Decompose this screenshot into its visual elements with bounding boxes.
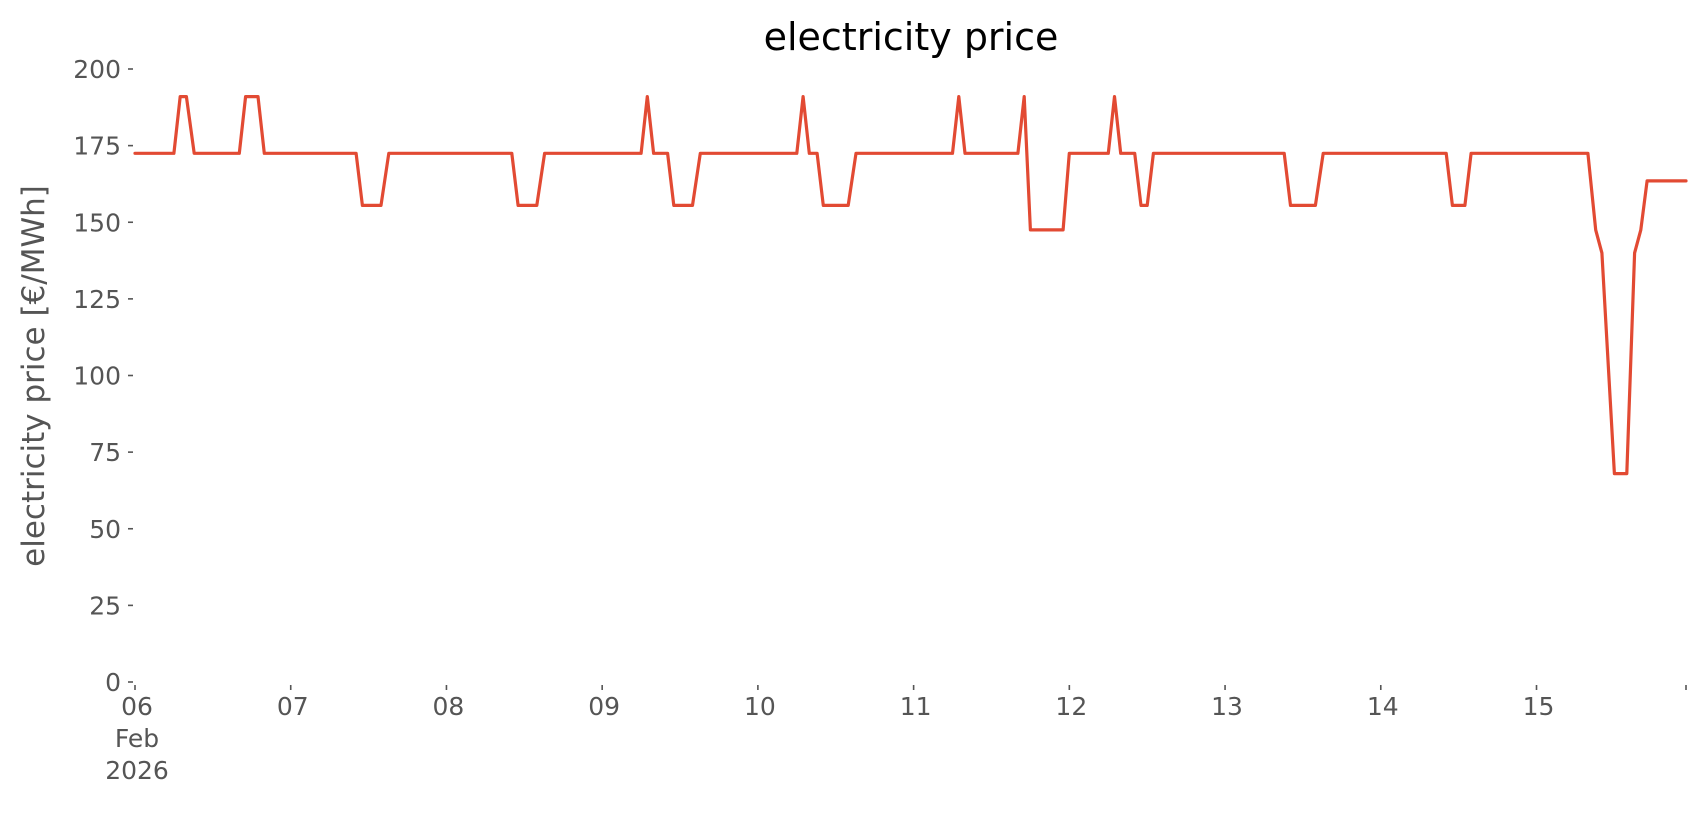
x-tick-label: 12	[1055, 692, 1087, 721]
x-tick-label: Feb	[115, 724, 159, 753]
plot-area	[133, 95, 1688, 476]
y-axis-label: electricity price [€/MWh]	[16, 185, 52, 567]
y-tick-label: 0	[105, 668, 121, 697]
y-axis: 0 25 50 75 100 125 150 175 200	[73, 55, 133, 697]
x-axis: 06 Feb 2026 07 08 09 10 11 12 13 14 15	[105, 685, 1687, 785]
x-tick-label: 13	[1211, 692, 1243, 721]
y-tick-label: 75	[89, 438, 121, 467]
chart-title: electricity price	[764, 15, 1059, 59]
x-tick-label: 11	[900, 692, 932, 721]
x-tick-label: 06	[121, 692, 153, 721]
y-tick-label: 150	[73, 208, 121, 237]
y-tick-label: 50	[89, 515, 121, 544]
x-tick-label: 09	[588, 692, 620, 721]
y-tick-label: 25	[89, 591, 121, 620]
x-tick-label: 07	[277, 692, 309, 721]
x-tick-label: 15	[1523, 692, 1555, 721]
y-tick-label: 100	[73, 362, 121, 391]
x-tick-label: 14	[1367, 692, 1399, 721]
y-tick-label: 125	[73, 285, 121, 314]
x-tick-label: 08	[433, 692, 465, 721]
y-tick-label: 175	[73, 132, 121, 161]
price-series-line	[133, 95, 1688, 476]
x-tick-label: 2026	[105, 756, 169, 785]
x-tick-label: 10	[744, 692, 776, 721]
y-tick-label: 200	[73, 55, 121, 84]
